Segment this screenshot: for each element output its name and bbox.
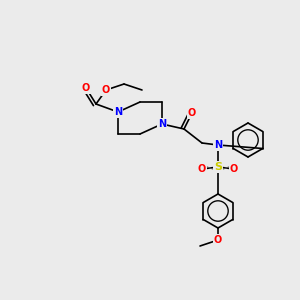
- Text: S: S: [214, 162, 222, 172]
- Text: N: N: [158, 119, 166, 129]
- Text: O: O: [82, 83, 90, 93]
- Text: O: O: [188, 108, 196, 118]
- Text: N: N: [114, 107, 122, 117]
- Text: O: O: [214, 235, 222, 245]
- Text: O: O: [198, 164, 206, 174]
- Text: O: O: [230, 164, 238, 174]
- Text: N: N: [214, 140, 222, 150]
- Text: O: O: [102, 85, 110, 95]
